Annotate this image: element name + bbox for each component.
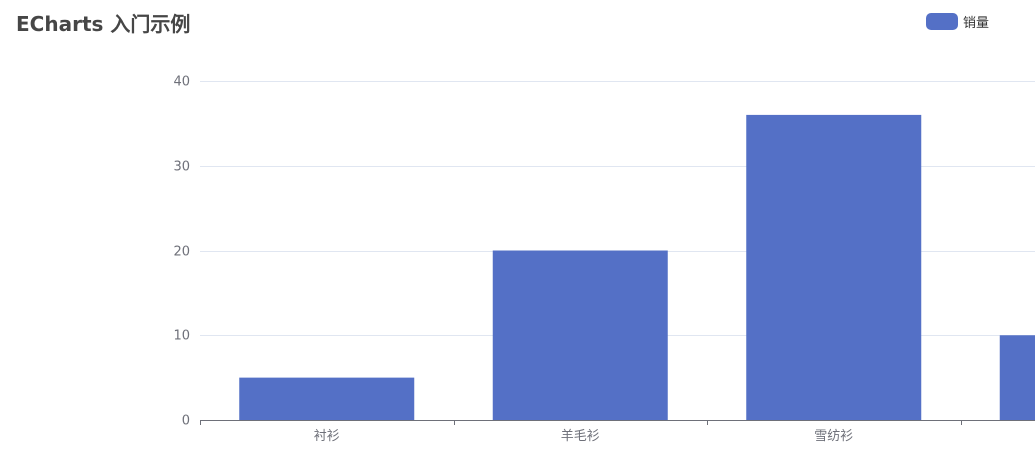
y-tick-label: 20 [173,245,190,260]
x-tick-label: 羊毛衫 [561,428,600,444]
y-tick-label: 0 [182,414,190,429]
legend-swatch [926,13,958,30]
y-tick-label: 40 [173,75,190,90]
bar[interactable] [746,114,922,421]
legend-label: 销量 [963,16,990,31]
bar[interactable] [239,377,415,420]
legend[interactable]: 销量 [926,12,989,31]
bar[interactable] [999,335,1035,420]
bar[interactable] [492,250,668,421]
x-tick-label: 雪纺衫 [814,429,853,444]
chart-title: ECharts 入门示例 [16,12,191,36]
x-tick-label: 衬衫 [314,429,340,444]
y-tick-label: 10 [173,329,190,344]
y-tick-label: 30 [173,160,190,175]
